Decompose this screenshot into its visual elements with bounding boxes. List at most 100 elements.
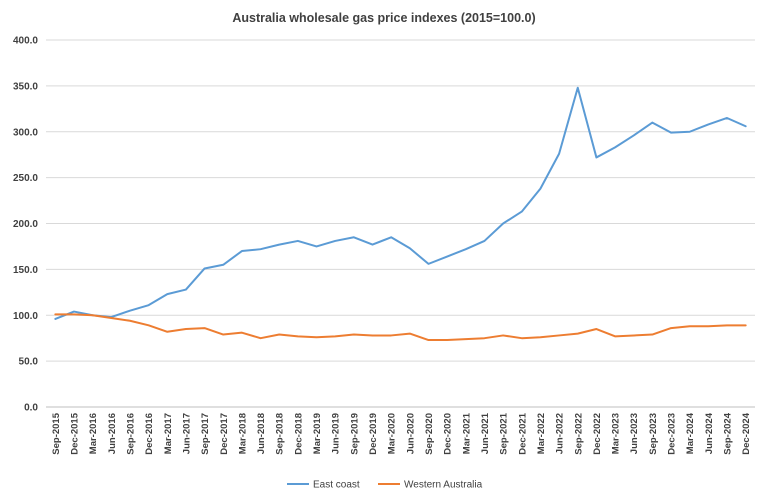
x-tick-label: Mar-2024 (685, 412, 696, 454)
data-point (558, 153, 560, 155)
data-point (689, 131, 691, 133)
data-point (204, 267, 206, 269)
x-tick-label: Dec-2016 (144, 413, 155, 455)
data-point (502, 334, 504, 336)
x-tick-label: Dec-2015 (69, 412, 80, 454)
x-tick-label: Sep-2016 (125, 413, 136, 455)
data-point (465, 338, 467, 340)
data-point (241, 250, 243, 252)
data-point (539, 188, 541, 190)
x-tick-label: Dec-2017 (219, 413, 230, 455)
data-point (278, 244, 280, 246)
data-point (409, 247, 411, 249)
data-point (558, 334, 560, 336)
y-axis-ticks: 0.0 50.0 100.0 150.0 200.0 250.0 300.0 350.0 400… (13, 36, 38, 414)
data-point (166, 331, 168, 333)
data-point (110, 317, 112, 319)
x-tick-label: Jun-2022 (555, 413, 566, 454)
y-tick-label: 250.0 (13, 173, 38, 184)
data-point (278, 334, 280, 336)
x-axis-ticks: Sep-2015 Dec-2015 Mar-2016 Jun-2016 Sep-2016… (51, 412, 752, 454)
series-line (54, 313, 747, 342)
data-point (334, 335, 336, 337)
data-point (595, 156, 597, 158)
x-tick-label: Sep-2022 (573, 413, 584, 455)
data-point (316, 336, 318, 338)
data-point (595, 328, 597, 330)
data-point (539, 336, 541, 338)
data-point (745, 324, 747, 326)
data-point (390, 236, 392, 238)
x-tick-label: Sep-2020 (424, 413, 435, 455)
x-tick-label: Sep-2015 (51, 412, 62, 454)
y-tick-label: 100.0 (13, 311, 38, 322)
data-point (222, 264, 224, 266)
x-tick-label: Jun-2020 (405, 413, 416, 454)
x-tick-label: Sep-2017 (200, 413, 211, 455)
x-tick-label: Jun-2017 (181, 413, 192, 454)
data-point (185, 289, 187, 291)
x-tick-label: Dec-2020 (443, 413, 454, 455)
data-point (73, 311, 75, 313)
x-tick-label: Jun-2019 (331, 413, 342, 454)
data-point (670, 327, 672, 329)
series-lines (54, 86, 747, 342)
data-point (726, 117, 728, 119)
x-tick-label: Dec-2024 (741, 412, 752, 454)
data-point (614, 146, 616, 148)
series-line (54, 86, 747, 320)
data-point (521, 337, 523, 339)
data-point (502, 223, 504, 225)
x-tick-label: Dec-2022 (592, 413, 603, 455)
x-tick-label: Mar-2020 (387, 413, 398, 454)
legend-label: Western Australia (404, 480, 483, 491)
data-point (73, 313, 75, 315)
data-point (633, 334, 635, 336)
data-point (726, 324, 728, 326)
data-point (427, 339, 429, 341)
data-point (148, 324, 150, 326)
x-tick-label: Mar-2016 (88, 413, 99, 454)
data-point (185, 328, 187, 330)
x-tick-label: Sep-2021 (499, 412, 510, 454)
gridlines (46, 39, 755, 408)
data-point (129, 320, 131, 322)
data-point (129, 310, 131, 312)
x-tick-label: Mar-2022 (536, 413, 547, 454)
data-point (427, 263, 429, 265)
x-tick-label: Jun-2024 (704, 412, 715, 454)
x-tick-label: Jun-2021 (480, 412, 491, 454)
x-tick-label: Mar-2017 (163, 413, 174, 454)
data-point (334, 240, 336, 242)
data-point (633, 134, 635, 136)
x-tick-label: Sep-2018 (275, 413, 286, 455)
data-point (316, 245, 318, 247)
y-tick-label: 200.0 (13, 219, 38, 230)
y-tick-label: 300.0 (13, 127, 38, 138)
data-point (483, 337, 485, 339)
data-point (166, 293, 168, 295)
data-point (707, 123, 709, 125)
data-point (409, 333, 411, 335)
data-point (651, 122, 653, 124)
data-point (353, 334, 355, 336)
legend-label: East coast (313, 480, 360, 491)
data-point (745, 125, 747, 127)
data-point (707, 325, 709, 327)
data-point (651, 334, 653, 336)
data-point (92, 314, 94, 316)
y-tick-label: 350.0 (13, 81, 38, 92)
data-point (54, 313, 56, 315)
y-tick-label: 50.0 (19, 357, 39, 368)
data-point (446, 256, 448, 258)
data-point (148, 304, 150, 306)
x-tick-label: Dec-2021 (517, 412, 528, 454)
data-point (483, 240, 485, 242)
x-tick-label: Jun-2023 (629, 413, 640, 454)
data-point (353, 236, 355, 238)
data-point (54, 318, 56, 320)
data-point (222, 334, 224, 336)
data-point (372, 334, 374, 336)
